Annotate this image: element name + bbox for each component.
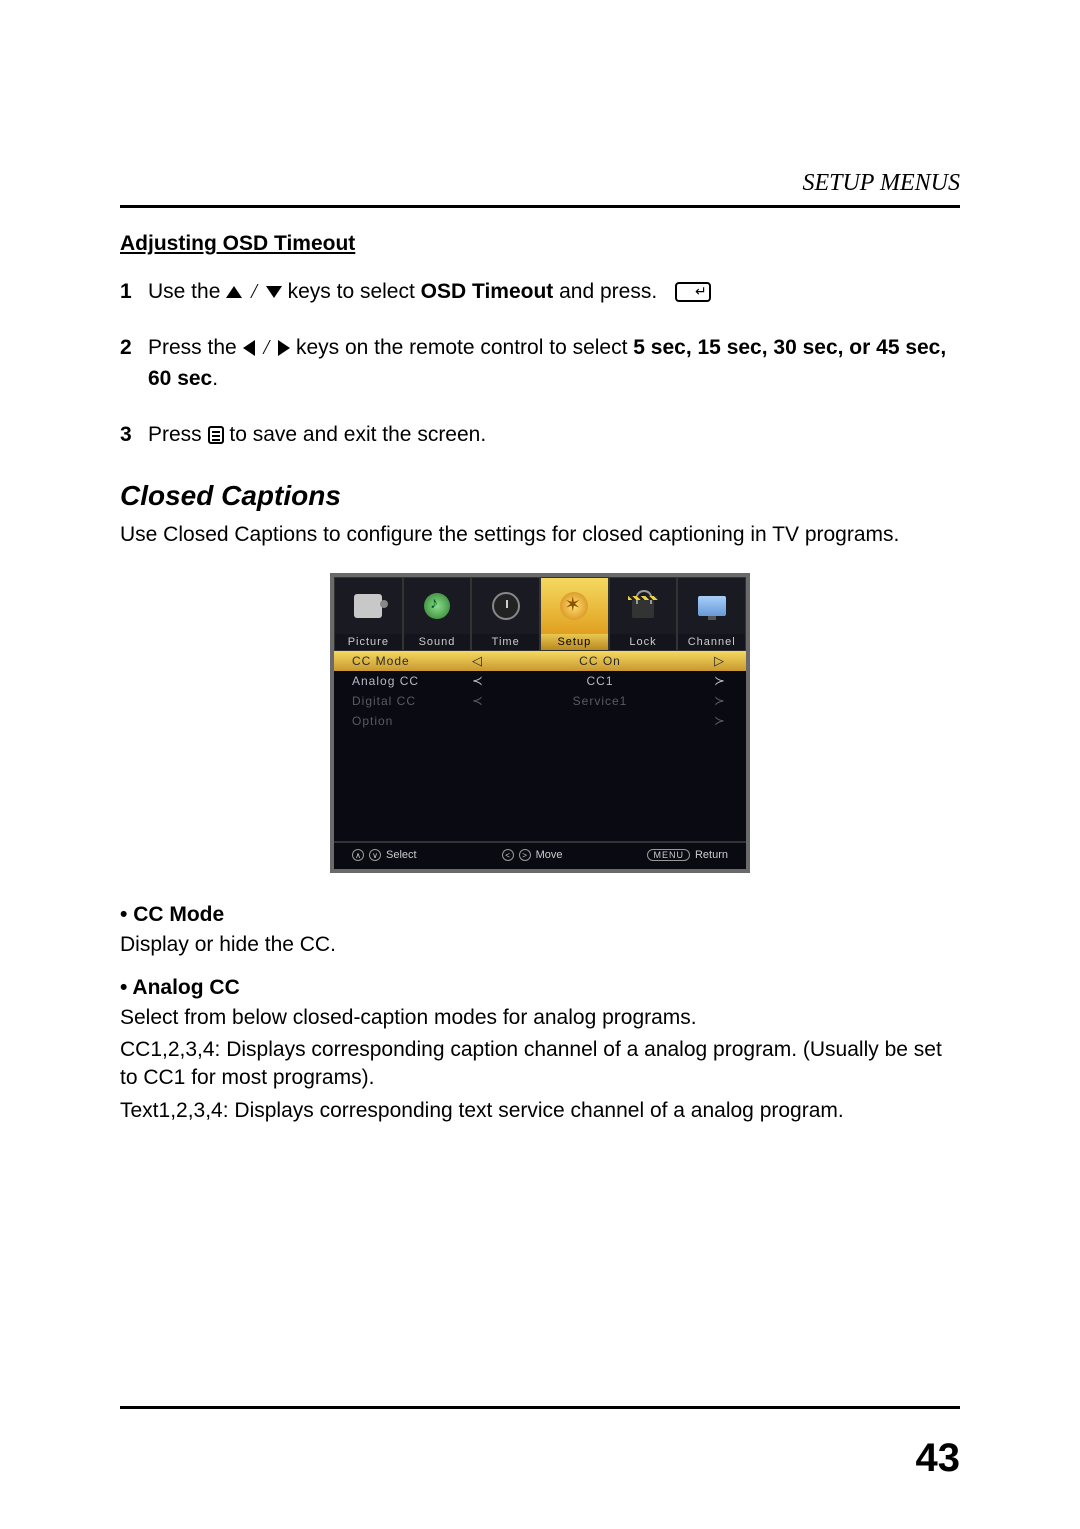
row-value: CC On — [486, 654, 714, 668]
bullet-title: Analog CC — [120, 976, 960, 1000]
osd-row-option: Option ≻ — [334, 711, 746, 731]
enter-icon — [675, 282, 711, 302]
tab-label: Picture — [335, 634, 402, 650]
clock-icon — [492, 592, 520, 620]
down-arrow-icon — [266, 286, 282, 298]
osd-row-digitalcc: Digital CC ≺ Service1 ≻ — [334, 691, 746, 711]
step1-text-a: Use the — [148, 280, 220, 303]
osd-spacer — [334, 731, 746, 841]
step1-text-b: keys to select — [288, 280, 421, 303]
step-number: 2 — [120, 332, 148, 395]
footer-return: MENU Return — [647, 849, 728, 861]
bullet-text: Text1,2,3,4: Displays corresponding text… — [120, 1097, 960, 1125]
tv-icon — [698, 596, 726, 616]
osd-tab-time[interactable]: Time — [471, 577, 540, 651]
step1-text-c: and press. — [553, 280, 657, 303]
step3-text-a: Press — [148, 423, 208, 446]
right-arrow-icon[interactable]: ≻ — [714, 673, 728, 689]
bullet-title: CC Mode — [120, 903, 960, 927]
tab-label: Setup — [541, 634, 608, 650]
adjusting-subtitle: Adjusting OSD Timeout — [120, 232, 960, 256]
bullet-text: CC1,2,3,4: Displays corresponding captio… — [120, 1036, 960, 1093]
left-circle-icon: < — [502, 849, 514, 861]
tab-label: Time — [472, 634, 539, 650]
osd-row-ccmode[interactable]: CC Mode ◁ CC On ▷ — [334, 651, 746, 671]
step-1: 1 Use the / keys to select OSD Timeout a… — [120, 276, 960, 308]
lock-icon — [632, 600, 654, 618]
sound-icon — [424, 593, 450, 619]
footer-select-label: Select — [386, 849, 417, 861]
closed-captions-intro: Use Closed Captions to configure the set… — [120, 520, 960, 549]
row-label: Digital CC — [352, 694, 472, 708]
right-circle-icon: > — [519, 849, 531, 861]
tab-label: Sound — [404, 634, 471, 650]
bullet-text: Select from below closed-caption modes f… — [120, 1004, 960, 1032]
osd-tab-picture[interactable]: Picture — [334, 577, 403, 651]
osd-tab-lock[interactable]: Lock — [609, 577, 678, 651]
closed-captions-heading: Closed Captions — [120, 480, 960, 512]
left-arrow-icon — [243, 340, 255, 356]
step-3: 3 Press to save and exit the screen. — [120, 419, 960, 451]
bullet-cc-mode: CC Mode Display or hide the CC. — [120, 903, 960, 959]
footer-rule — [120, 1406, 960, 1409]
step2-text-a: Press the — [148, 336, 237, 359]
osd-footer: ∧ ∨ Select < > Move MENU Return — [334, 841, 746, 869]
osd-body: CC Mode ◁ CC On ▷ Analog CC ≺ CC1 ≻ Digi… — [334, 651, 746, 841]
row-value: CC1 — [486, 674, 714, 688]
right-arrow-icon: ≻ — [714, 713, 728, 729]
step-number: 3 — [120, 419, 148, 451]
page-number: 43 — [916, 1436, 961, 1481]
bullet-analog-cc: Analog CC Select from below closed-capti… — [120, 976, 960, 1125]
step2-text-b: keys on the remote control to select — [296, 336, 633, 359]
header-rule — [120, 205, 960, 208]
step1-bold: OSD Timeout — [421, 280, 554, 303]
slash-icon: / — [251, 279, 257, 303]
tab-label: Channel — [678, 634, 745, 650]
bullet-text: Display or hide the CC. — [120, 931, 960, 959]
footer-move: < > Move — [502, 849, 563, 861]
step-2: 2 Press the / keys on the remote control… — [120, 332, 960, 395]
camera-icon — [354, 594, 382, 618]
step2-text-c: . — [212, 367, 218, 390]
step3-text-b: to save and exit the screen. — [229, 423, 486, 446]
osd-tab-channel[interactable]: Channel — [677, 577, 746, 651]
footer-select: ∧ ∨ Select — [352, 849, 417, 861]
menu-icon — [208, 426, 224, 444]
left-arrow-icon[interactable]: ◁ — [472, 653, 486, 669]
step-number: 1 — [120, 276, 148, 308]
menu-button-icon: MENU — [647, 849, 690, 861]
gear-icon — [560, 592, 588, 620]
slash-icon: / — [263, 335, 269, 359]
row-label: Option — [352, 714, 472, 728]
osd-tabs: Picture Sound Time Setup Lock Channel — [334, 577, 746, 651]
page-header-title: SETUP MENUS — [120, 170, 960, 197]
osd-row-analogcc[interactable]: Analog CC ≺ CC1 ≻ — [334, 671, 746, 691]
left-arrow-icon: ≺ — [472, 693, 486, 709]
footer-return-label: Return — [695, 849, 728, 861]
right-arrow-icon[interactable]: ▷ — [714, 653, 728, 669]
up-arrow-icon — [226, 286, 242, 298]
right-arrow-icon — [278, 340, 290, 356]
adjusting-steps: 1 Use the / keys to select OSD Timeout a… — [120, 276, 960, 450]
osd-screenshot: Picture Sound Time Setup Lock Channel CC… — [330, 573, 750, 873]
tab-label: Lock — [610, 634, 677, 650]
osd-tab-sound[interactable]: Sound — [403, 577, 472, 651]
row-value: Service1 — [486, 694, 714, 708]
row-label: Analog CC — [352, 674, 472, 688]
left-arrow-icon[interactable]: ≺ — [472, 673, 486, 689]
footer-move-label: Move — [536, 849, 563, 861]
right-arrow-icon: ≻ — [714, 693, 728, 709]
row-label: CC Mode — [352, 654, 472, 668]
osd-tab-setup[interactable]: Setup — [540, 577, 609, 651]
down-circle-icon: ∨ — [369, 849, 381, 861]
up-circle-icon: ∧ — [352, 849, 364, 861]
